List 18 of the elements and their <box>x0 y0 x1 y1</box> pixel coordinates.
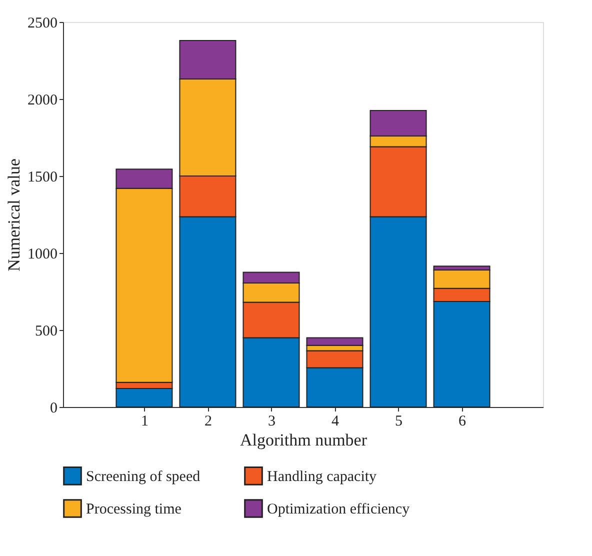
legend-label: Processing time <box>86 502 182 518</box>
x-tick-label: 3 <box>268 414 276 430</box>
y-tick-label: 0 <box>50 400 58 416</box>
y-tick-label: 1500 <box>28 170 58 186</box>
x-tick-label: 2 <box>204 414 212 430</box>
y-tick-label: 2000 <box>28 92 58 108</box>
legend-label: Screening of speed <box>86 468 201 485</box>
legend-label: Handling capacity <box>267 468 378 485</box>
x-tick-label: 1 <box>140 414 148 430</box>
x-tick-label: 4 <box>332 414 340 430</box>
x-axis-title: Algorithm number <box>240 430 368 450</box>
y-tick-label: 500 <box>35 324 58 340</box>
x-tick-label: 5 <box>395 414 403 430</box>
legend-label: Optimization efficiency <box>267 502 410 518</box>
y-axis-title: Numerical value <box>4 158 24 272</box>
y-tick-label: 2500 <box>28 16 58 32</box>
x-tick-label: 6 <box>458 414 467 430</box>
y-tick-label: 1000 <box>28 246 58 262</box>
